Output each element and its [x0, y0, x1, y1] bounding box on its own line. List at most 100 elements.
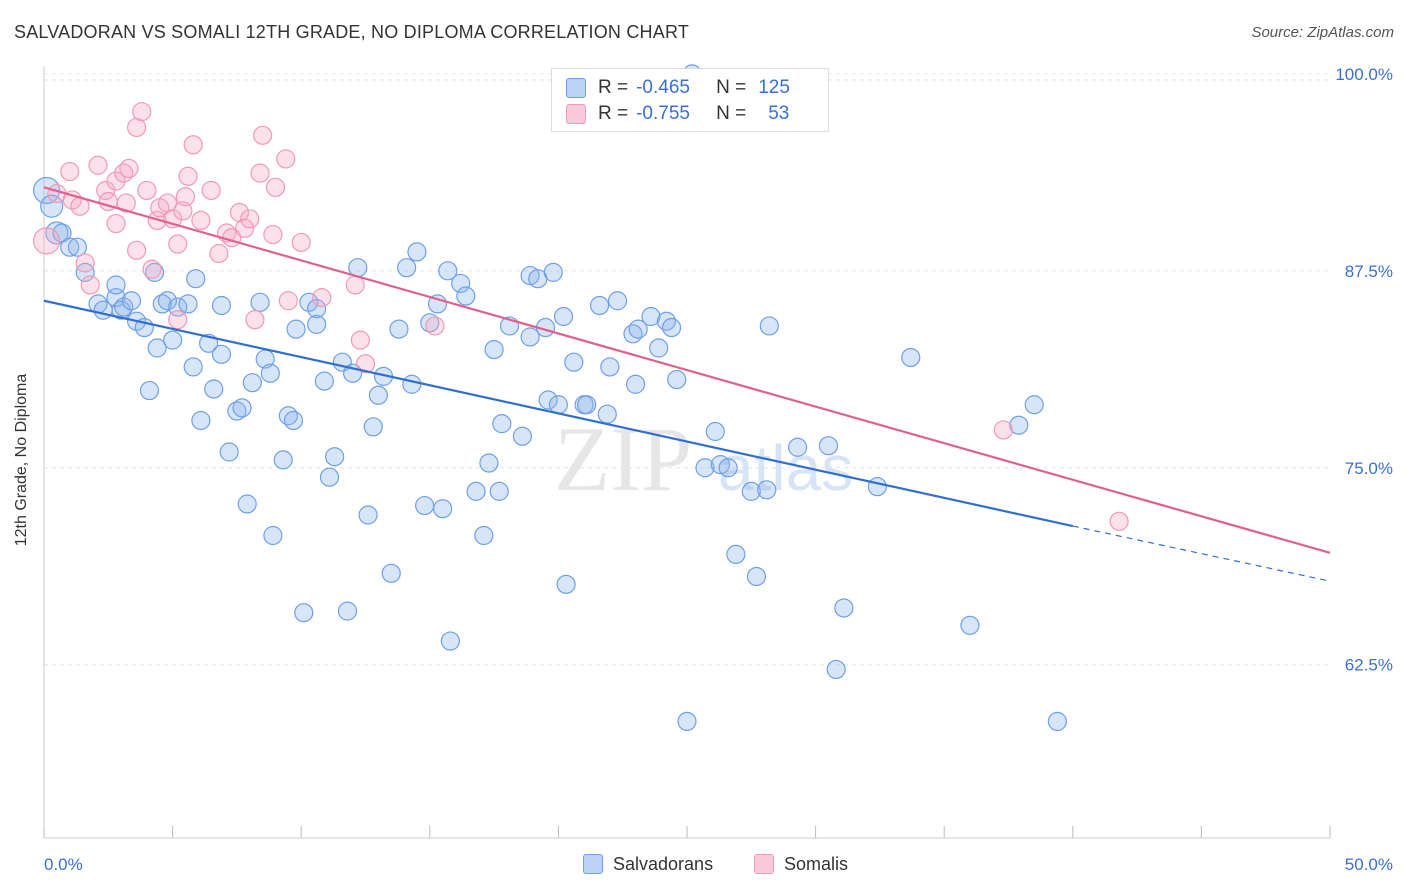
salvadoran-point — [489, 481, 509, 501]
salvadoran-point — [649, 338, 669, 358]
legend-r-label: R = — [598, 103, 629, 124]
salvadoran-point — [589, 295, 610, 316]
somali-point — [291, 232, 311, 253]
salvadoran-point — [741, 481, 761, 501]
salvadorans-points — [32, 64, 1067, 732]
somalis-points — [32, 102, 1129, 531]
somali-point — [106, 213, 126, 234]
salvadoran-point — [260, 363, 280, 383]
somali-point — [126, 240, 147, 260]
somali-point — [245, 310, 265, 330]
salvadoran-point — [319, 467, 340, 487]
watermark-atlas: atlas — [718, 432, 853, 504]
watermark: ZIP atlas — [554, 408, 853, 510]
somali-point — [355, 354, 376, 374]
salvadoran-point — [191, 410, 211, 431]
salvadoran-point — [656, 311, 677, 331]
salvadoran-point — [242, 373, 262, 393]
salvadoran-point — [219, 442, 239, 462]
salvadoran-point — [307, 314, 327, 334]
salvadoran-point — [283, 410, 304, 431]
somali-point — [32, 227, 61, 255]
salvadoran-point — [381, 563, 401, 583]
salvadoran-point — [726, 544, 746, 565]
source-label: Source: ZipAtlas.com — [1251, 24, 1394, 41]
somali-point — [142, 259, 162, 279]
salvadoran-point — [163, 330, 183, 350]
somali-point — [201, 180, 221, 201]
salvadoran-point — [433, 499, 453, 519]
bottom-legend-salvadorans: Salvadorans — [583, 852, 713, 876]
salvadoran-point — [358, 505, 378, 525]
watermark-zip: ZIP — [554, 408, 692, 510]
salvadoran-point — [363, 417, 383, 437]
bottom-legend-somalis: Somalis — [754, 852, 848, 876]
somali-point — [178, 166, 198, 186]
somali-point — [350, 330, 370, 350]
salvadorans-legend-swatch — [583, 854, 603, 874]
salvadoran-point — [718, 458, 738, 478]
salvadoran-point — [597, 404, 617, 424]
salvadoran-point — [479, 453, 499, 473]
salvadoran-point — [183, 357, 203, 377]
somali-point — [137, 180, 157, 201]
somali-point — [993, 420, 1013, 440]
somali-point — [278, 291, 298, 311]
salvadoran-point — [325, 447, 345, 467]
y-tick-label: 100.0% — [1335, 65, 1393, 84]
salvadoran-point — [520, 327, 540, 347]
salvadoran-point — [294, 603, 314, 623]
salvadoran-point — [867, 477, 887, 497]
somalis-legend-swatch — [754, 854, 774, 874]
salvadoran-point — [407, 242, 427, 262]
salvadoran-point — [402, 374, 422, 394]
somali-point — [250, 163, 270, 183]
x-tick-label-max: 50.0% — [1345, 855, 1393, 874]
salvadoran-point — [1047, 711, 1067, 732]
somali-point — [209, 243, 229, 264]
x-tick-label-min: 0.0% — [44, 855, 83, 874]
salvadoran-point — [901, 347, 921, 368]
salvadoran-point — [337, 601, 358, 621]
somalis-swatch — [566, 104, 586, 124]
salvadoran-point — [121, 291, 142, 311]
salvadoran-point — [368, 385, 388, 405]
somali-point — [1109, 511, 1129, 531]
salvadoran-point — [641, 306, 661, 327]
salvadoran-point — [1009, 415, 1029, 435]
legend-r-value: -0.465 — [636, 77, 690, 98]
legend-row-salvadorans: R = -0.465 N = 125 — [566, 76, 790, 100]
salvadoran-point — [677, 711, 697, 732]
salvadoran-point — [144, 262, 165, 282]
somali-point — [62, 190, 82, 210]
somali-point — [183, 135, 203, 155]
salvadoran-point — [705, 421, 725, 442]
salvadoran-point — [625, 374, 646, 394]
salvadoran-point — [834, 598, 854, 618]
legend-n-label: N = — [716, 103, 747, 124]
salvadoran-point — [556, 574, 576, 594]
somali-point — [168, 234, 188, 254]
salvadoran-point — [456, 286, 476, 306]
legend-n-value: 125 — [758, 77, 790, 98]
salvadoran-point — [286, 319, 306, 339]
correlation-legend: R = -0.465 N = 125 R = -0.755 N = 53 — [551, 68, 829, 132]
salvadoran-point — [564, 352, 584, 372]
legend-n-value: 53 — [768, 103, 790, 124]
salvadoran-point — [307, 299, 327, 319]
salvadoran-point — [710, 455, 731, 475]
somali-point — [168, 310, 188, 330]
salvadoran-point — [152, 294, 172, 314]
salvadoran-point — [250, 292, 270, 312]
somali-point — [106, 171, 126, 191]
salvadoran-point — [759, 316, 779, 336]
somali-point — [240, 209, 260, 229]
salvadoran-point — [60, 237, 80, 257]
salvadoran-point — [757, 480, 777, 500]
salvadorans-trend-extension — [1072, 525, 1331, 582]
salvadoran-point — [1024, 395, 1044, 415]
salvadoran-point — [114, 297, 134, 317]
salvadoran-point — [227, 401, 247, 421]
somali-point — [119, 158, 139, 179]
